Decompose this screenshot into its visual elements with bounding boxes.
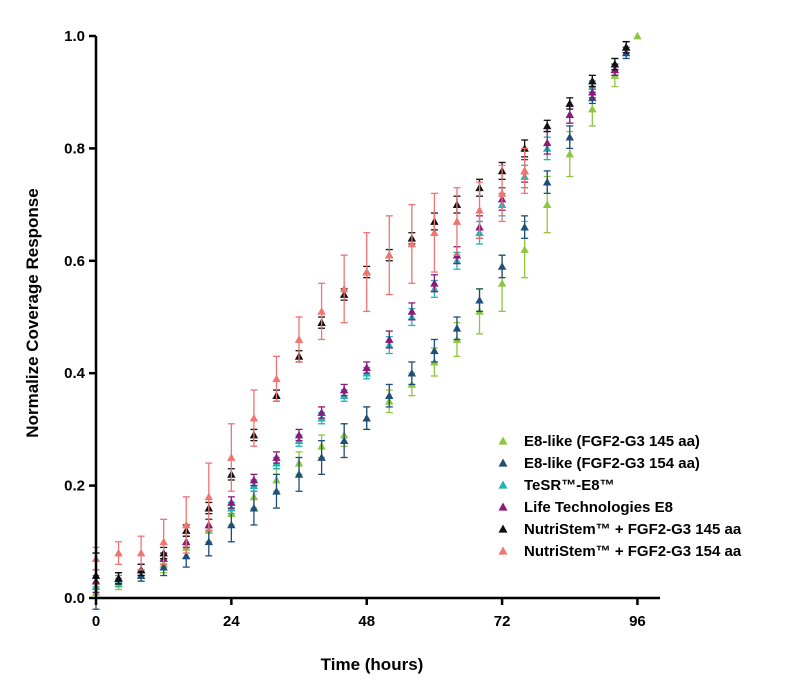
data-point <box>588 104 597 113</box>
legend-label: TeSR™-E8™ <box>524 477 615 494</box>
x-tick-label: 96 <box>629 613 646 630</box>
data-point <box>452 217 462 225</box>
data-point <box>565 149 574 158</box>
data-point <box>114 574 123 582</box>
data-point <box>182 520 191 529</box>
data-point <box>204 492 213 501</box>
data-point <box>227 453 236 461</box>
y-tick-label: 0.2 <box>64 478 85 495</box>
data-point <box>114 548 123 557</box>
data-point <box>430 346 439 355</box>
data-point <box>452 324 462 332</box>
legend-label: E8-like (FGF2-G3 154 aa) <box>524 455 700 472</box>
x-tick-label: 24 <box>223 613 240 630</box>
data-point <box>317 307 326 315</box>
x-tick-label: 72 <box>494 613 511 630</box>
data-point <box>294 430 304 439</box>
y-tick-label: 1.0 <box>64 28 85 45</box>
data-point <box>520 245 529 253</box>
legend: E8-like (FGF2-G3 145 aa) E8-like (FGF2-G3… <box>498 433 742 560</box>
series-6 <box>91 147 529 571</box>
data-point <box>249 413 259 422</box>
plot-area <box>91 31 642 610</box>
data-point <box>385 250 394 259</box>
data-point <box>227 520 236 529</box>
data-point <box>497 279 507 287</box>
series-2 <box>91 46 631 610</box>
legend-label: Life Technologies E8 <box>524 499 673 516</box>
data-point <box>430 279 439 287</box>
data-point <box>317 453 326 461</box>
data-point <box>204 537 213 546</box>
y-tick-label: 0.6 <box>64 253 85 270</box>
data-point <box>565 99 574 107</box>
y-tick-label: 0.4 <box>64 365 86 382</box>
x-tick-label: 0 <box>92 613 100 630</box>
data-point <box>565 110 574 119</box>
data-point <box>182 551 191 560</box>
data-point <box>407 239 417 248</box>
data-point <box>633 31 642 40</box>
data-point <box>362 413 371 422</box>
data-point <box>520 222 529 231</box>
data-point <box>136 548 146 557</box>
legend-marker <box>498 524 508 533</box>
axes <box>94 36 660 600</box>
data-point <box>588 76 597 85</box>
data-point <box>407 369 417 377</box>
data-point <box>249 475 259 484</box>
data-point <box>497 262 507 270</box>
data-point <box>475 295 484 304</box>
legend-label: NutriStem™ + FGF2-G3 154 aa <box>524 543 742 560</box>
legend-marker <box>498 502 508 511</box>
data-point <box>520 166 529 175</box>
data-point <box>385 391 394 400</box>
legend-marker <box>498 458 508 467</box>
legend-marker <box>498 546 508 555</box>
data-point <box>565 132 574 141</box>
data-point <box>339 436 349 444</box>
data-point <box>497 189 507 197</box>
data-point <box>588 88 597 96</box>
data-point <box>317 408 326 416</box>
legend-marker <box>498 480 508 489</box>
data-point <box>159 537 168 546</box>
y-tick-label: 0.8 <box>64 140 85 157</box>
data-point <box>272 487 281 495</box>
data-point <box>339 284 349 293</box>
data-point <box>159 562 168 571</box>
data-point <box>407 307 417 315</box>
x-axis-title: Time (hours) <box>321 655 424 674</box>
data-point <box>621 43 631 51</box>
y-axis-title: Normalize Coverage Response <box>23 188 42 437</box>
data-point <box>339 385 349 394</box>
legend-label: E8-like (FGF2-G3 145 aa) <box>524 433 700 450</box>
data-point <box>362 363 371 371</box>
data-point <box>385 335 394 343</box>
data-point <box>543 200 552 208</box>
data-point <box>272 453 281 461</box>
data-point <box>543 121 552 130</box>
data-point <box>272 374 281 383</box>
ticks: 0 24 48 72 96 0.0 0.2 0.4 0.6 0.8 1.0 <box>64 28 646 630</box>
data-point <box>249 503 259 512</box>
y-tick-label: 0.0 <box>64 590 85 607</box>
data-point <box>475 206 484 214</box>
data-point <box>610 59 620 68</box>
legend-marker <box>498 436 508 445</box>
x-tick-label: 48 <box>358 613 375 630</box>
data-point <box>227 498 236 506</box>
data-point <box>362 267 371 276</box>
data-point <box>294 470 304 478</box>
legend-label: NutriStem™ + FGF2-G3 145 aa <box>524 521 742 538</box>
data-point <box>543 177 552 186</box>
data-point <box>543 138 552 147</box>
data-point <box>430 228 439 237</box>
data-point <box>294 335 304 343</box>
